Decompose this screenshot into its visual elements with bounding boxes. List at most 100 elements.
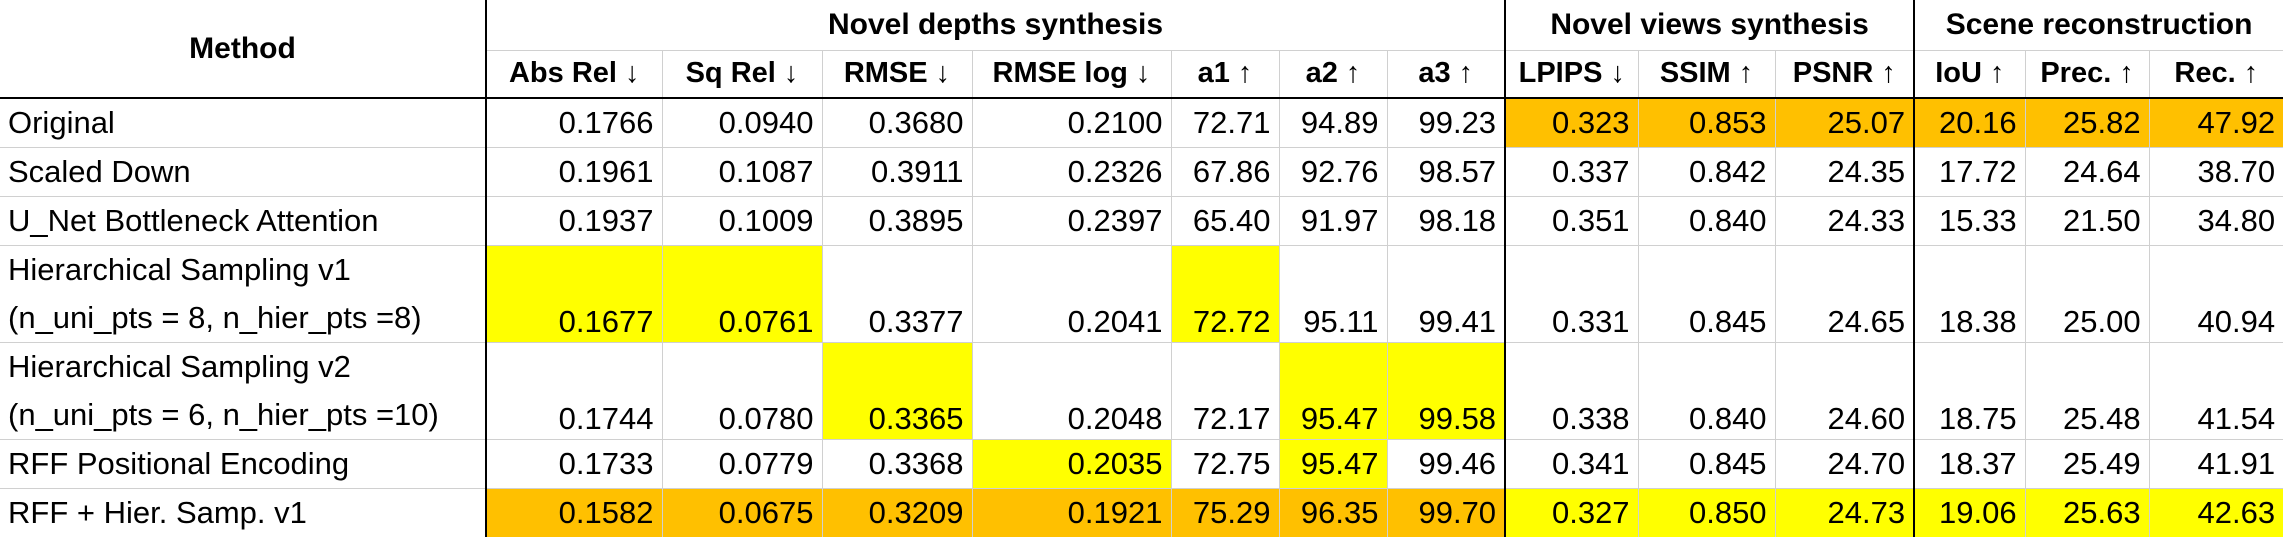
method-cell: U_Net Bottleneck Attention <box>0 197 486 246</box>
column-header-sq-rel: Sq Rel ↓ <box>662 50 822 98</box>
method-cell: Hierarchical Sampling v1(n_uni_pts = 8, … <box>0 246 486 343</box>
cell-rmse-log: 0.2048 <box>972 343 1171 440</box>
cell-a1: 67.86 <box>1171 148 1279 197</box>
cell-psnr: 24.35 <box>1775 148 1914 197</box>
cell-prec: 21.50 <box>2025 197 2149 246</box>
cell-rmse: 0.3209 <box>822 489 972 537</box>
cell-iou: 18.75 <box>1914 343 2025 440</box>
cell-lpips: 0.331 <box>1505 246 1638 343</box>
group-header-depths: Novel depths synthesis <box>486 0 1505 50</box>
column-header-prec: Prec. ↑ <box>2025 50 2149 98</box>
cell-rmse-log: 0.2397 <box>972 197 1171 246</box>
method-name-line: Original <box>8 99 477 147</box>
cell-a2: 95.47 <box>1279 343 1387 440</box>
cell-a3: 99.70 <box>1387 489 1505 537</box>
column-header-a3: a3 ↑ <box>1387 50 1505 98</box>
cell-lpips: 0.351 <box>1505 197 1638 246</box>
cell-rmse-log: 0.2100 <box>972 98 1171 148</box>
cell-abs-rel: 0.1766 <box>486 98 662 148</box>
cell-rec: 41.91 <box>2149 440 2283 489</box>
cell-a2: 91.97 <box>1279 197 1387 246</box>
cell-iou: 18.37 <box>1914 440 2025 489</box>
cell-rec: 41.54 <box>2149 343 2283 440</box>
cell-iou: 15.33 <box>1914 197 2025 246</box>
group-header-views: Novel views synthesis <box>1505 0 1914 50</box>
cell-rmse-log: 0.1921 <box>972 489 1171 537</box>
cell-rmse-log: 0.2041 <box>972 246 1171 343</box>
cell-a3: 98.57 <box>1387 148 1505 197</box>
method-cell: Hierarchical Sampling v2(n_uni_pts = 6, … <box>0 343 486 440</box>
cell-a2: 92.76 <box>1279 148 1387 197</box>
cell-abs-rel: 0.1582 <box>486 489 662 537</box>
cell-a3: 99.23 <box>1387 98 1505 148</box>
cell-iou: 19.06 <box>1914 489 2025 537</box>
cell-rec: 42.63 <box>2149 489 2283 537</box>
cell-lpips: 0.323 <box>1505 98 1638 148</box>
cell-prec: 25.48 <box>2025 343 2149 440</box>
cell-abs-rel: 0.1677 <box>486 246 662 343</box>
cell-rmse-log: 0.2035 <box>972 440 1171 489</box>
method-name-line: (n_uni_pts = 8, n_hier_pts =8) <box>8 294 477 342</box>
column-header-lpips: LPIPS ↓ <box>1505 50 1638 98</box>
cell-rmse: 0.3911 <box>822 148 972 197</box>
cell-a2: 96.35 <box>1279 489 1387 537</box>
cell-sq-rel: 0.0675 <box>662 489 822 537</box>
cell-ssim: 0.850 <box>1638 489 1775 537</box>
cell-rmse: 0.3368 <box>822 440 972 489</box>
cell-lpips: 0.338 <box>1505 343 1638 440</box>
cell-lpips: 0.327 <box>1505 489 1638 537</box>
method-name-line: (n_uni_pts = 6, n_hier_pts =10) <box>8 391 477 439</box>
cell-sq-rel: 0.0940 <box>662 98 822 148</box>
column-header-rec: Rec. ↑ <box>2149 50 2283 98</box>
method-cell: RFF Positional Encoding <box>0 440 486 489</box>
cell-abs-rel: 0.1961 <box>486 148 662 197</box>
cell-ssim: 0.845 <box>1638 246 1775 343</box>
column-header-rmse: RMSE ↓ <box>822 50 972 98</box>
cell-ssim: 0.842 <box>1638 148 1775 197</box>
cell-prec: 25.49 <box>2025 440 2149 489</box>
cell-psnr: 24.73 <box>1775 489 1914 537</box>
method-name-line: Scaled Down <box>8 148 477 196</box>
cell-psnr: 25.07 <box>1775 98 1914 148</box>
cell-iou: 18.38 <box>1914 246 2025 343</box>
method-cell: RFF + Hier. Samp. v1 <box>0 489 486 537</box>
table-row: Hierarchical Sampling v1(n_uni_pts = 8, … <box>0 246 2283 343</box>
cell-a3: 99.58 <box>1387 343 1505 440</box>
cell-a1: 75.29 <box>1171 489 1279 537</box>
cell-iou: 17.72 <box>1914 148 2025 197</box>
method-name-line: RFF + Hier. Samp. v1 <box>8 489 477 537</box>
cell-psnr: 24.60 <box>1775 343 1914 440</box>
cell-a2: 95.11 <box>1279 246 1387 343</box>
cell-prec: 24.64 <box>2025 148 2149 197</box>
group-header-scene: Scene reconstruction <box>1914 0 2283 50</box>
cell-rmse-log: 0.2326 <box>972 148 1171 197</box>
cell-sq-rel: 0.0780 <box>662 343 822 440</box>
cell-rmse: 0.3680 <box>822 98 972 148</box>
method-name-line: RFF Positional Encoding <box>8 440 477 488</box>
cell-rmse: 0.3377 <box>822 246 972 343</box>
cell-iou: 20.16 <box>1914 98 2025 148</box>
column-header-psnr: PSNR ↑ <box>1775 50 1914 98</box>
cell-ssim: 0.840 <box>1638 197 1775 246</box>
cell-a1: 72.72 <box>1171 246 1279 343</box>
cell-a3: 99.41 <box>1387 246 1505 343</box>
cell-psnr: 24.65 <box>1775 246 1914 343</box>
cell-a2: 95.47 <box>1279 440 1387 489</box>
cell-prec: 25.00 <box>2025 246 2149 343</box>
method-name-line: Hierarchical Sampling v2 <box>8 343 477 391</box>
cell-rec: 40.94 <box>2149 246 2283 343</box>
cell-a3: 98.18 <box>1387 197 1505 246</box>
cell-ssim: 0.845 <box>1638 440 1775 489</box>
column-header-a2: a2 ↑ <box>1279 50 1387 98</box>
cell-a1: 65.40 <box>1171 197 1279 246</box>
method-name-line: U_Net Bottleneck Attention <box>8 197 477 245</box>
cell-rec: 34.80 <box>2149 197 2283 246</box>
column-header-ssim: SSIM ↑ <box>1638 50 1775 98</box>
cell-a1: 72.17 <box>1171 343 1279 440</box>
cell-rec: 38.70 <box>2149 148 2283 197</box>
method-name-line: Hierarchical Sampling v1 <box>8 246 477 294</box>
cell-rmse: 0.3895 <box>822 197 972 246</box>
cell-psnr: 24.70 <box>1775 440 1914 489</box>
